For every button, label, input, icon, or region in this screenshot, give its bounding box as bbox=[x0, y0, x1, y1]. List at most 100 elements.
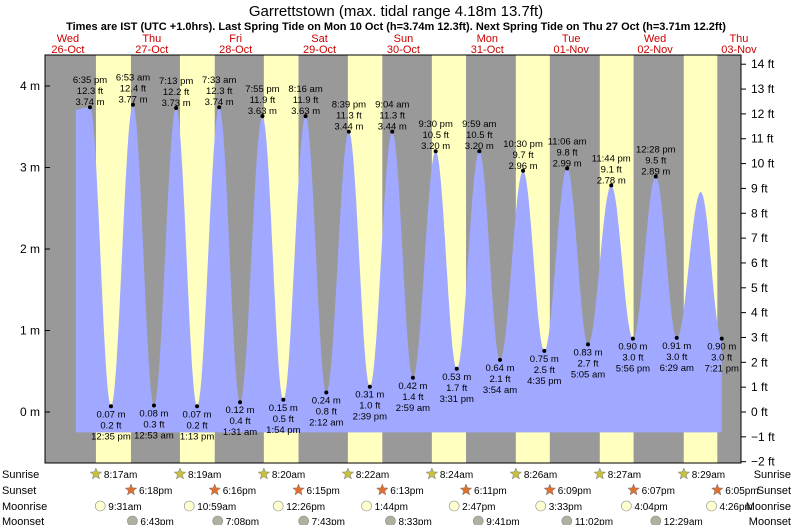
tide-point bbox=[565, 166, 570, 171]
sunset-icon bbox=[208, 483, 222, 496]
sunset-icon bbox=[124, 483, 138, 496]
tide-point bbox=[108, 404, 113, 409]
day-date-label: 30-Oct bbox=[387, 44, 420, 56]
tide-m-label: 0.42 m bbox=[398, 381, 427, 392]
tide-time-label: 5:56 pm bbox=[616, 364, 650, 375]
row-label-right: Sunset bbox=[757, 485, 791, 497]
day-date-label: 28-Oct bbox=[219, 44, 252, 56]
sunrise-time: 8:17am bbox=[104, 470, 137, 481]
moonset-time: 9:41pm bbox=[486, 517, 519, 525]
tide-time-label: 8:39 pm bbox=[332, 100, 366, 111]
moonrise-icon bbox=[361, 500, 372, 512]
row-label-left: Sunset bbox=[2, 485, 36, 497]
sunrise-icon bbox=[593, 467, 607, 480]
tide-ft-label: 11.3 ft bbox=[379, 111, 405, 122]
tide-time-label: 11:06 am bbox=[548, 136, 587, 147]
day-name-label: Sat bbox=[311, 33, 328, 45]
row-label-right: Moonrise bbox=[746, 501, 791, 513]
tide-point bbox=[521, 168, 526, 173]
sunrise-icon bbox=[509, 467, 523, 480]
tide-point bbox=[151, 403, 156, 408]
sunset-icon bbox=[710, 483, 724, 496]
tide-time-label: 2:12 am bbox=[309, 417, 343, 428]
sunrise-time: 8:20am bbox=[272, 470, 305, 481]
tide-point bbox=[281, 397, 286, 402]
moonset-icon bbox=[385, 515, 396, 525]
left-tick-label: 2 m bbox=[20, 242, 40, 256]
tide-point bbox=[303, 114, 308, 119]
tide-point bbox=[454, 366, 459, 371]
moonset-time: 7:08pm bbox=[226, 517, 259, 525]
tide-m-label: 2.78 m bbox=[597, 175, 626, 186]
tide-ft-label: 0.4 ft bbox=[229, 416, 250, 427]
tide-point bbox=[542, 348, 547, 353]
tide-area bbox=[75, 104, 722, 433]
right-tick-label: 13 ft bbox=[751, 82, 775, 96]
right-tick-label: 1 ft bbox=[751, 380, 768, 394]
right-axis: 14 ft 13 ft 12 ft 11 ft 10 ft 9 ft 8 ft 7 ft 6 f… bbox=[44, 54, 775, 469]
moonset-time: 8:33pm bbox=[398, 517, 431, 525]
tide-ft-label: 1.0 ft bbox=[359, 401, 380, 412]
moonrise-time: 12:26pm bbox=[286, 502, 325, 513]
tide-m-label: 3.74 m bbox=[205, 97, 234, 108]
tide-m-label: 0.64 m bbox=[485, 363, 514, 374]
chart-subtitle: Times are IST (UTC +1.0hrs). Last Spring… bbox=[66, 21, 726, 33]
tide-ft-label: 3.0 ft bbox=[622, 353, 643, 364]
tide-ft-label: 11.9 ft bbox=[250, 95, 276, 106]
sunrise-icon bbox=[425, 467, 439, 480]
row-label-left: Sunrise bbox=[2, 469, 39, 481]
moonrise-time: 4:26pm bbox=[720, 502, 753, 513]
tide-m-label: 3.20 m bbox=[465, 141, 494, 152]
tide-m-label: 0.12 m bbox=[226, 405, 255, 416]
right-tick-label: 10 ft bbox=[751, 157, 775, 171]
tide-point bbox=[674, 335, 679, 340]
tide-ft-label: 10.5 ft bbox=[466, 130, 493, 141]
tide-time-label: 9:30 pm bbox=[419, 119, 453, 130]
right-tick-label: 12 ft bbox=[751, 107, 775, 121]
tide-m-label: 0.08 m bbox=[139, 408, 168, 419]
tide-time-label: 6:35 pm bbox=[73, 75, 107, 86]
tide-ft-label: 2.5 ft bbox=[534, 365, 555, 376]
day-name-label: Tue bbox=[562, 33, 581, 45]
right-tick-label: 3 ft bbox=[751, 330, 768, 344]
right-tick-label: −1 ft bbox=[751, 430, 775, 444]
tide-ft-label: 2.1 ft bbox=[489, 374, 510, 385]
sunset-icon bbox=[292, 483, 305, 496]
tide-point bbox=[586, 342, 591, 347]
right-tick-label: 9 ft bbox=[751, 181, 768, 195]
tide-point bbox=[87, 105, 92, 110]
sunset-icon bbox=[459, 483, 473, 496]
tide-time-label: 3:31 pm bbox=[440, 394, 474, 405]
tide-time-label: 5:05 am bbox=[571, 369, 605, 380]
tide-time-label: 12:53 am bbox=[134, 430, 174, 441]
right-tick-label: 11 ft bbox=[751, 132, 774, 146]
tide-m-label: 0.90 m bbox=[618, 342, 647, 353]
sunrise-time: 8:26am bbox=[524, 470, 557, 481]
moonrise-time: 1:44pm bbox=[375, 502, 408, 513]
moonset-icon bbox=[650, 515, 662, 525]
day-date-label: 29-Oct bbox=[303, 44, 336, 56]
day-date-label: 31-Oct bbox=[471, 44, 504, 56]
tide-m-label: 2.96 m bbox=[509, 161, 538, 172]
tide-point bbox=[653, 174, 658, 179]
moonset-time: 12:29am bbox=[664, 517, 703, 525]
tide-m-label: 3.44 m bbox=[334, 122, 363, 133]
tide-time-label: 6:53 am bbox=[116, 73, 150, 84]
tide-m-label: 0.24 m bbox=[312, 395, 341, 406]
row-label-right: Sunrise bbox=[754, 469, 791, 481]
tide-ft-label: 3.0 ft bbox=[711, 353, 732, 364]
tide-ft-label: 0.2 ft bbox=[100, 420, 121, 431]
plot-frame bbox=[44, 54, 742, 464]
sunset-time: 6:16pm bbox=[223, 486, 256, 497]
moonset-icon bbox=[212, 515, 224, 525]
tide-point bbox=[346, 129, 351, 134]
tide-point bbox=[410, 375, 415, 380]
moonrise-icon bbox=[448, 500, 460, 512]
moonrise-time: 10:59am bbox=[197, 502, 236, 513]
row-label-left: Moonset bbox=[2, 516, 44, 525]
sunrise-time: 8:27am bbox=[608, 470, 641, 481]
day-name-label: Thu bbox=[729, 33, 748, 45]
sunset-icon bbox=[627, 483, 640, 496]
sunrise-icon bbox=[257, 467, 271, 480]
